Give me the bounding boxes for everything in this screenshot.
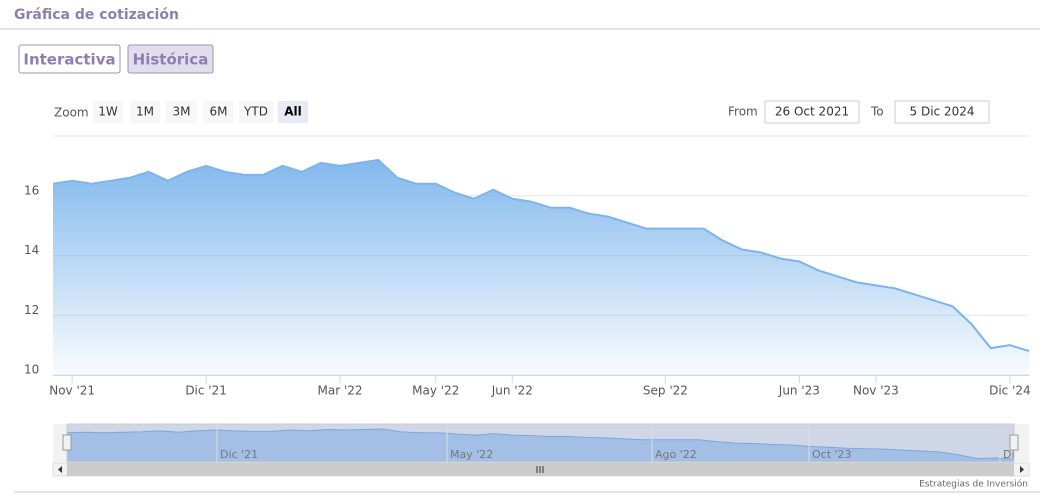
navigator-label: May '22 [450,448,493,461]
to-value[interactable]: 5 Dic 2024 [910,105,975,119]
x-tick-label: Sep '22 [643,384,688,398]
x-tick-label: May '22 [412,384,459,398]
from-input[interactable] [764,100,860,124]
zoom-button[interactable] [203,101,234,123]
from-value[interactable]: 26 Oct 2021 [775,105,849,119]
zoom-button[interactable] [130,101,160,123]
y-tick-label: 14 [24,243,39,257]
tab[interactable] [18,44,121,74]
tab-label[interactable]: Interactiva [23,51,115,69]
navigator-handle[interactable] [1009,434,1019,451]
zoom-button[interactable] [93,101,123,123]
x-tick-label: Nov '21 [49,384,95,398]
zoom-button-label[interactable]: YTD [243,105,268,119]
zoom-button-label[interactable]: 6M [210,105,228,119]
navigator-label: Oct '23 [812,448,852,461]
navigator-label: Ago '22 [655,448,697,461]
scroll-arrow[interactable] [1020,466,1024,473]
from-label: From [728,105,758,119]
x-tick-label: Dic '21 [185,384,227,398]
y-tick-label: 10 [24,363,39,377]
section-title: Gráfica de cotización [14,7,179,23]
x-tick-label: Jun '22 [491,384,533,398]
to-label: To [870,105,884,119]
credits[interactable]: Estrategias de Inversión [919,479,1028,490]
scroll-arrow[interactable] [58,466,62,473]
tab-label[interactable]: Histórica [133,51,209,69]
zoom-label: Zoom [54,106,89,120]
x-tick-label: Dic '24 [989,384,1031,398]
to-input[interactable] [894,100,990,124]
navigator-label: Dic '21 [220,448,258,461]
line [52,158,1030,353]
area-fill [53,159,1029,375]
navigator-mask [66,423,1015,463]
zoom-button-label[interactable]: 1M [136,105,154,119]
y-tick-label: 12 [24,303,39,317]
tab[interactable] [127,44,214,74]
x-tick-label: Mar '22 [318,384,363,398]
y-tick-label: 16 [24,183,39,197]
navigator-line [66,428,1015,460]
scroll-grip[interactable] [536,466,544,473]
zoom-button-label[interactable]: All [284,105,302,119]
zoom-button-label[interactable]: 1W [98,105,118,119]
navigator-label: Di [1003,448,1015,461]
zoom-button-label[interactable]: 3M [173,105,191,119]
navigator-area [67,429,1014,462]
zoom-button[interactable] [278,101,308,123]
x-tick-label: Jun '23 [778,384,820,398]
zoom-button[interactable] [239,101,273,123]
navigator-handle[interactable] [62,434,72,451]
x-tick-label: Nov '23 [853,384,899,398]
zoom-button[interactable] [166,101,197,123]
